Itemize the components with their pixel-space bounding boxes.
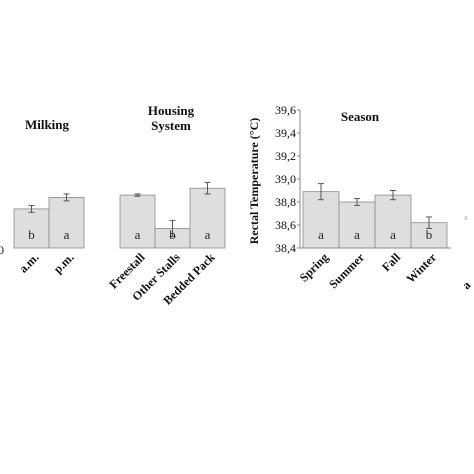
category-label-summer: Summer — [326, 250, 367, 291]
milking-panel: Milking b a.m. a p.m. — [13, 117, 85, 276]
cropped-right-mark: a — [464, 213, 468, 222]
cropped-right-label: a — [459, 278, 473, 292]
significance-letter: a — [318, 227, 324, 242]
significance-letter: a — [354, 227, 360, 242]
bar-freestall — [119, 194, 156, 249]
y-tick-label: 38,6 — [275, 218, 296, 232]
y-tick-label: 39,6 — [275, 103, 296, 117]
panel-title: Housing — [148, 103, 195, 118]
bar-spring — [302, 191, 340, 249]
category-label-p-m: p.m. — [51, 250, 77, 276]
bar-a-m — [13, 208, 50, 249]
significance-letter: b — [28, 227, 35, 242]
significance-letter: a — [64, 227, 70, 242]
category-label-winter: Winter — [403, 250, 439, 286]
significance-letter: b — [169, 227, 176, 242]
significance-letter: a — [135, 227, 141, 242]
category-label-spring: Spring — [297, 250, 331, 284]
bar-fall — [374, 194, 412, 249]
category-label-fall: Fall — [379, 250, 404, 275]
panel-title: Milking — [25, 117, 70, 132]
significance-letter: a — [205, 227, 211, 242]
y-tick-label: 39,4 — [275, 126, 296, 140]
season-panel: SeasonaSpringaSummeraFallbWinter38,438,6… — [247, 103, 451, 291]
panel-title: System — [151, 118, 191, 133]
y-tick-label: 38,8 — [275, 195, 296, 209]
significance-letter: a — [390, 227, 396, 242]
cropped-left-tick: 0 — [0, 243, 4, 257]
panel-title: Season — [341, 109, 380, 124]
bar-summer — [338, 201, 376, 249]
y-tick-label: 38,4 — [275, 241, 296, 255]
y-axis-label: Rectal Temperature (°C) — [247, 118, 261, 245]
significance-letter: b — [426, 227, 433, 242]
y-tick-label: 39,0 — [275, 172, 296, 186]
y-tick-label: 39,2 — [275, 149, 296, 163]
category-label-a-m: a.m. — [16, 250, 41, 275]
